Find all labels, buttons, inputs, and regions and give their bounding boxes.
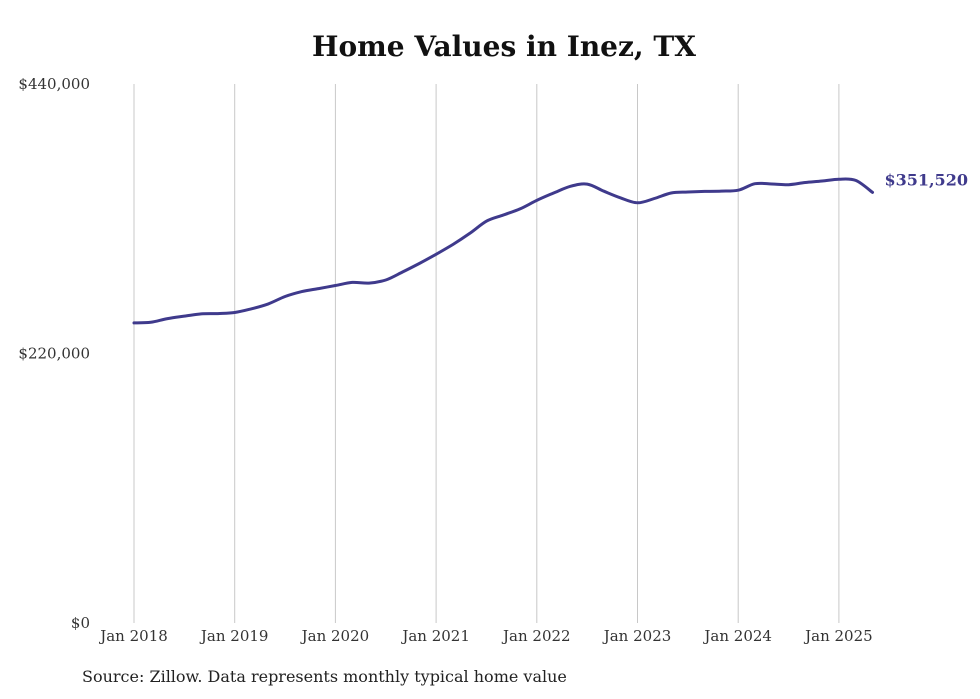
x-tick-label: Jan 2025 xyxy=(803,627,873,645)
series-group xyxy=(132,177,874,325)
x-tick-label: Jan 2020 xyxy=(300,627,370,645)
x-tick-label: Jan 2024 xyxy=(702,627,772,645)
y-tick-label: $220,000 xyxy=(18,345,90,363)
x-tick-label: Jan 2018 xyxy=(98,627,168,645)
chart-title: Home Values in Inez, TX xyxy=(312,30,696,63)
y-tick-label: $0 xyxy=(71,614,90,632)
x-tick-label: Jan 2022 xyxy=(501,627,571,645)
end-value-label: $351,520 xyxy=(884,170,968,189)
x-tick-label: Jan 2021 xyxy=(400,627,470,645)
series-line xyxy=(132,177,874,325)
y-tick-label: $440,000 xyxy=(18,75,90,93)
x-axis-ticks: Jan 2018 Jan 2019 Jan 2020 Jan 2021 Jan 2022… xyxy=(98,627,872,645)
source-note: Source: Zillow. Data represents monthly … xyxy=(82,667,567,686)
gridlines xyxy=(133,84,840,623)
x-tick-label: Jan 2019 xyxy=(199,627,269,645)
y-axis-ticks: $0 $220,000 $440,000 xyxy=(18,75,90,632)
x-tick-label: Jan 2023 xyxy=(602,627,672,645)
